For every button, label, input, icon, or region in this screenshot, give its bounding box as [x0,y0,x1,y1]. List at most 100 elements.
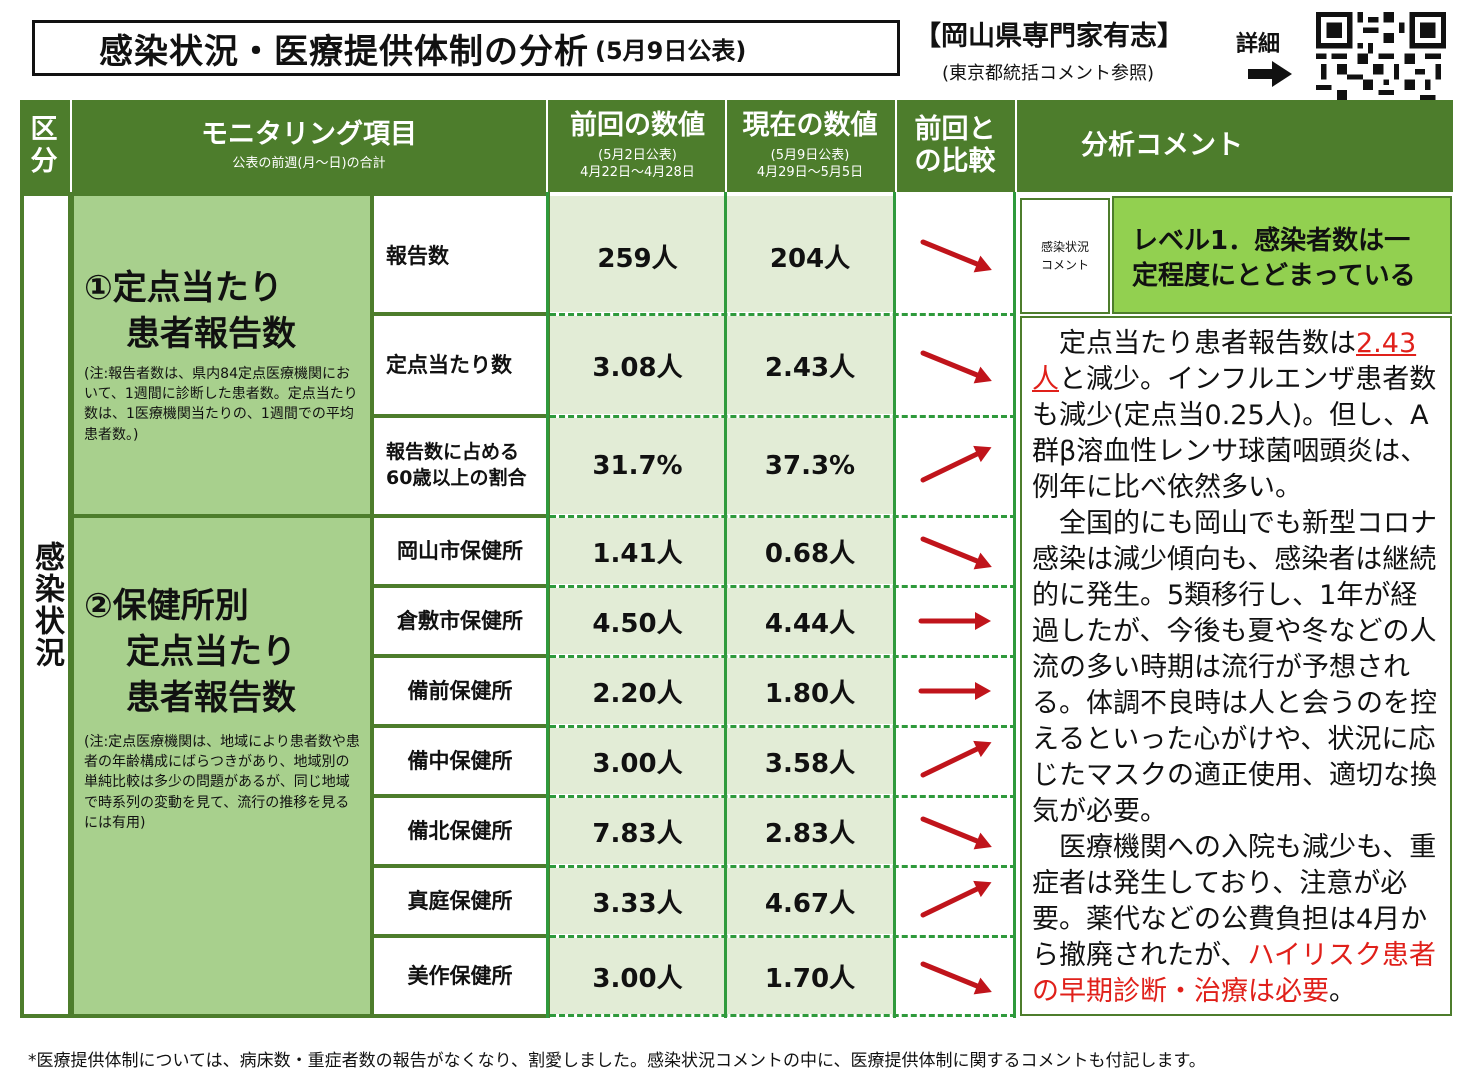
item-1-title: ①定点当たり 患者報告数 [84,268,296,354]
row-divider [550,655,1016,658]
trend-arrow-icon [920,536,992,570]
previous-value: 2.20人 [550,658,725,724]
trend-arrow-icon [920,350,992,384]
row-divider [550,1014,1016,1017]
trend-cell [897,938,1013,1014]
trend-arrow-icon [920,445,992,483]
trend-cell [897,868,1013,934]
item-2-title: ②保健所別 定点当たり 患者報告数 [84,586,296,718]
trend-arrow-icon [918,612,991,630]
detail-link[interactable]: 詳細 [1236,32,1281,57]
header-divider [70,100,72,192]
trend-arrow-icon [920,961,992,995]
comment-paragraph: 医療機関への入院も減少も、重症者は発生しており、注意が必要。薬代などの公費負担は… [1032,832,1437,1007]
previous-value: 7.83人 [550,798,725,864]
trend-cell [897,798,1013,864]
row-divider [550,313,1016,316]
column-divider [546,192,549,1018]
trend-cell [897,518,1013,584]
current-value: 4.44人 [727,588,893,654]
previous-value: 3.00人 [550,728,725,794]
trend-arrow-head [975,612,991,630]
header-comment: 分析コメント [1081,129,1243,161]
trend-cell [897,658,1013,724]
header-kubun: 区分 [30,113,58,177]
trend-cell [897,728,1013,794]
title-box: 感染状況・医療提供体制の分析 (5月9日公表) [32,20,900,76]
column-divider [724,192,727,1018]
row-label: 報告数 [374,196,546,312]
publication-date: (5月9日公表) [595,36,747,65]
table-header [20,100,1453,192]
current-value: 4.67人 [727,868,893,934]
level-assessment: レベル1．感染者数は一 定程度にとどまっている [1112,196,1452,314]
trend-arrow-shaft [920,239,980,267]
trend-arrow-head [973,880,992,898]
trend-arrow-shaft [920,961,980,989]
row-label: 報告数に占める 60歳以上の割合 [374,418,546,514]
header-divider [1015,100,1017,192]
row-label: 岡山市保健所 [374,518,546,584]
previous-value: 31.7% [550,418,725,514]
right-arrow-icon [1248,61,1292,87]
trend-cell [897,316,1013,414]
trend-arrow-head [973,832,992,850]
current-value: 2.43人 [727,316,893,414]
header-monitoring-item: モニタリング項目 公表の前週(月～日)の合計 [72,100,546,192]
row-divider [550,725,1016,728]
current-value: 2.83人 [727,798,893,864]
header-previous-value: 前回の数値 (5月2日公表) 4月22日～4月28日 [570,110,705,181]
row-label: 真庭保健所 [374,868,546,934]
analysis-comment: 定点当たり患者報告数は2.43人と減少。インフルエンザ患者数も減少(定点当0.2… [1020,316,1452,1016]
header-current-value: 現在の数値 (5月9日公表) 4月29日～5月5日 [742,110,878,181]
previous-value: 3.33人 [550,868,725,934]
row-label: 備北保健所 [374,798,546,864]
item-2-note: (注:定点医療機関は、地域により患者数や患者の年齢構成にばらつきがあり、地域別の… [84,733,360,831]
header-item-title: モニタリング項目 [201,119,417,151]
current-value: 0.68人 [727,518,893,584]
trend-arrow-head [973,740,992,758]
current-value: 1.70人 [727,938,893,1014]
trend-arrow-shaft [920,746,980,778]
row-divider [550,415,1016,418]
row-label: 備中保健所 [374,728,546,794]
current-value: 1.80人 [727,658,893,724]
trend-arrow-head [973,366,992,384]
comment-paragraph: 全国的にも岡山でも新型コロナ感染は減少傾向も、感染者は継続的に発生。5類移行し、… [1032,508,1437,827]
trend-arrow-head [973,445,992,463]
item-block-2: ②保健所別 定点当たり 患者報告数 (注:定点医療機関は、地域により患者数や患者… [74,518,370,1014]
item-block-1: ①定点当たり 患者報告数 (注:報告者数は、県内84定点医療機関において、1週間… [74,196,370,514]
trend-arrow-head [973,552,992,570]
trend-arrow-head [975,682,991,700]
trend-arrow-head [973,977,992,995]
row-label: 定点当たり数 [374,316,546,414]
current-value: 37.3% [727,418,893,514]
trend-arrow-shaft [920,350,980,378]
trend-arrow-head [973,255,992,273]
trend-arrow-icon [918,682,991,700]
organization-name: 【岡山県専門家有志】 [914,21,1184,52]
trend-arrow-icon [920,239,992,273]
trend-arrow-shaft [920,886,980,918]
previous-value: 3.00人 [550,938,725,1014]
item-1-note: (注:報告者数は、県内84定点医療機関において、1週間に診断した患者数。定点当た… [84,365,358,443]
row-divider [550,865,1016,868]
row-divider [550,935,1016,938]
organization: 【岡山県専門家有志】 (東京都統括コメント参照) [914,14,1214,85]
trend-arrow-shaft [920,451,980,483]
previous-value: 1.41人 [550,518,725,584]
section-label: 感染状況 [24,196,68,1014]
trend-cell [897,196,1013,312]
row-divider [550,795,1016,798]
trend-arrow-icon [920,880,992,918]
current-value: 204人 [727,196,893,312]
row-label: 倉敷市保健所 [374,588,546,654]
header-divider [546,100,548,192]
column-divider [1013,192,1016,1018]
trend-cell [897,418,1013,514]
comment-label: 感染状況 コメント [1020,198,1110,314]
previous-value: 259人 [550,196,725,312]
column-divider [893,192,896,1018]
row-label: 備前保健所 [374,658,546,724]
row-divider [550,515,1016,518]
